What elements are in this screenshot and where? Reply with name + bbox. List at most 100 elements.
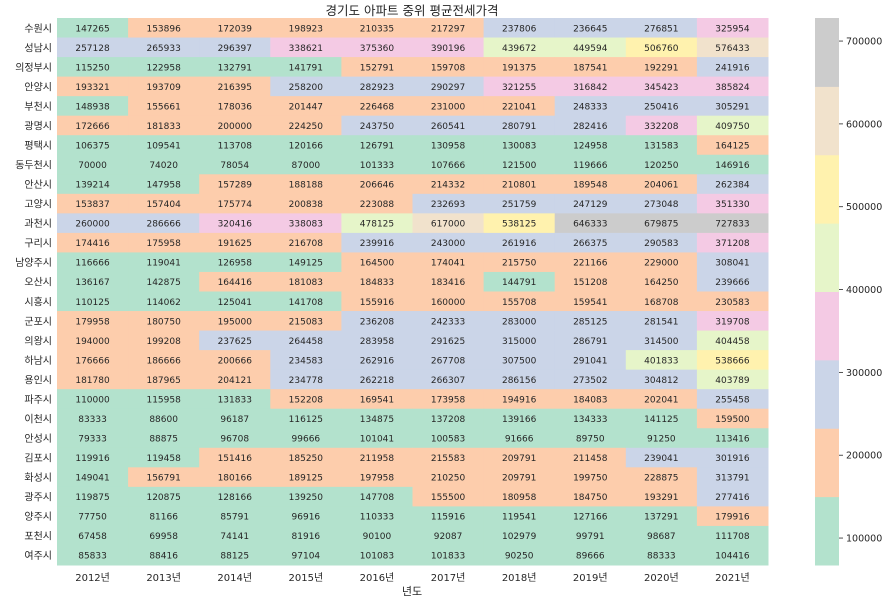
heatmap-cell — [696, 18, 769, 39]
heatmap-cell — [483, 545, 556, 566]
heatmap-cell — [412, 174, 485, 195]
cell-value-label: 96916 — [292, 513, 321, 523]
heatmap-cell — [554, 18, 627, 39]
heatmap-cell — [554, 408, 627, 429]
heatmap-cell — [128, 291, 200, 312]
cell-value-label: 266375 — [573, 239, 607, 249]
cell-value-label: 180750 — [146, 317, 181, 327]
cell-value-label: 449594 — [573, 44, 608, 54]
heatmap-cell — [128, 350, 200, 371]
heatmap-cell — [625, 350, 698, 371]
cell-value-label: 478125 — [360, 220, 394, 230]
cell-value-label: 119458 — [146, 454, 181, 464]
heatmap-cell — [412, 271, 485, 292]
colorbar-tick-label: 600000 — [846, 119, 882, 130]
heatmap-cell — [696, 232, 769, 253]
cell-value-label: 228875 — [644, 474, 678, 484]
cell-value-label: 204061 — [644, 181, 678, 191]
heatmap-cell — [128, 96, 200, 117]
colorbar-tick-label: 100000 — [846, 534, 882, 545]
cell-value-label: 321255 — [502, 83, 536, 93]
heatmap-cell — [625, 271, 698, 292]
heatmap-cell — [483, 174, 556, 195]
cell-value-label: 85833 — [78, 552, 107, 562]
cell-value-label: 114062 — [146, 298, 180, 308]
heatmap-cell — [199, 232, 271, 253]
heatmap-cell — [554, 350, 627, 371]
heatmap-cell — [483, 193, 556, 214]
cell-value-label: 152791 — [360, 63, 394, 73]
heatmap-cell — [341, 467, 413, 488]
heatmap-cell — [128, 57, 200, 78]
heatmap-cell — [483, 115, 556, 136]
cell-value-label: 265933 — [146, 44, 180, 54]
heatmap-cell — [554, 291, 627, 312]
colorbar-segment — [815, 154, 839, 224]
cell-value-label: 144791 — [502, 278, 536, 288]
heatmap-cell — [341, 311, 413, 332]
cell-value-label: 141791 — [289, 63, 323, 73]
heatmap-cell — [341, 545, 413, 566]
cell-value-label: 314500 — [644, 337, 679, 347]
heatmap-cell — [696, 389, 769, 410]
heatmap-cell — [128, 447, 200, 468]
heatmap-cell — [341, 291, 413, 312]
cell-value-label: 189548 — [573, 181, 608, 191]
cell-value-label: 99666 — [292, 435, 321, 445]
cell-value-label: 110333 — [360, 513, 394, 523]
cell-value-label: 130083 — [502, 141, 536, 151]
cell-value-label: 137208 — [431, 415, 466, 425]
cell-value-label: 178036 — [218, 102, 253, 112]
cell-value-label: 90100 — [363, 532, 392, 542]
heatmap-cell — [199, 18, 271, 39]
y-tick-label: 안성시 — [24, 433, 52, 445]
cell-value-label: 193709 — [146, 83, 181, 93]
cell-value-label: 157404 — [146, 200, 181, 210]
heatmap-cell — [625, 408, 698, 429]
cell-value-label: 231000 — [431, 102, 466, 112]
heatmap-cell — [625, 232, 698, 253]
cell-value-label: 409750 — [715, 122, 750, 132]
cell-value-label: 251759 — [502, 200, 537, 210]
cell-value-label: 169541 — [360, 395, 394, 405]
colorbar-segment — [815, 428, 839, 498]
cell-value-label: 371208 — [715, 239, 750, 249]
colorbar-segment — [815, 86, 839, 156]
heatmap-cell — [341, 389, 413, 410]
heatmap-cell — [57, 37, 129, 58]
y-tick-label: 동두천시 — [15, 160, 52, 172]
heatmap-cell — [554, 369, 627, 390]
cell-value-label: 149041 — [75, 474, 109, 484]
x-tick-label: 2012년 — [75, 572, 110, 584]
heatmap-cell — [625, 506, 698, 527]
cell-value-label: 119916 — [75, 454, 110, 464]
cell-value-label: 262218 — [360, 376, 395, 386]
cell-value-label: 179958 — [75, 317, 110, 327]
heatmap-cell — [696, 408, 769, 429]
heatmap-cell — [199, 467, 271, 488]
cell-value-label: 248333 — [573, 102, 607, 112]
heatmap-cell — [412, 135, 485, 156]
cell-value-label: 100583 — [431, 435, 465, 445]
cell-value-label: 273048 — [644, 200, 679, 210]
x-tick-label: 2021년 — [715, 572, 750, 584]
cell-value-label: 229000 — [644, 259, 679, 269]
cell-value-label: 286791 — [573, 337, 607, 347]
heatmap-cell — [57, 467, 129, 488]
heatmap-cell — [341, 135, 413, 156]
heatmap-cell — [483, 311, 556, 332]
cell-value-label: 107666 — [431, 161, 466, 171]
heatmap-cell — [625, 154, 698, 175]
heatmap-cell — [341, 525, 413, 546]
heatmap-cell — [554, 115, 627, 136]
cell-value-label: 119666 — [573, 161, 608, 171]
cell-value-label: 264458 — [289, 337, 324, 347]
heatmap-cell — [341, 174, 413, 195]
heatmap-cell — [341, 76, 413, 97]
cell-value-label: 199208 — [146, 337, 181, 347]
heatmap-cell — [199, 154, 271, 175]
heatmap-cell — [270, 37, 342, 58]
heatmap-cell — [483, 37, 556, 58]
cell-value-label: 116125 — [289, 415, 323, 425]
cell-value-label: 89666 — [576, 552, 605, 562]
